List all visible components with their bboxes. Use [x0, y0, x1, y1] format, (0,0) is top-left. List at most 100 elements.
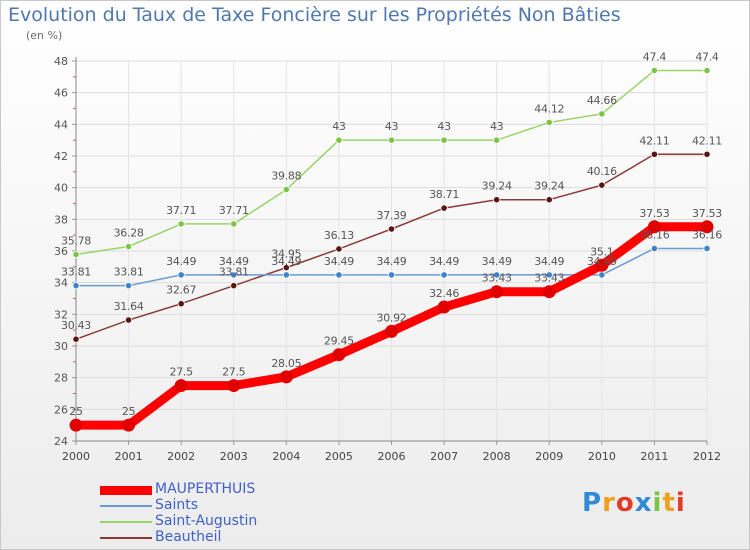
x-tick-label: 2010 [588, 450, 616, 463]
y-tick-label: 38 [54, 213, 68, 226]
data-label-beautheil: 40.16 [587, 165, 617, 178]
data-label-saint-augustin: 43 [332, 120, 346, 133]
data-label-saint-augustin: 44.66 [587, 94, 617, 107]
data-label-saints: 33.81 [61, 266, 91, 279]
line-chart: 24 26 28 30 32 34 36 38 40 42 44 46 48 2000 2001 2002 20… [54, 51, 723, 464]
data-point-mauperthuis [595, 258, 609, 272]
data-point-saints [440, 271, 448, 279]
logo-letter: i [675, 488, 686, 518]
data-label-saint-augustin: 47.4 [695, 51, 719, 64]
x-tick-label: 2004 [272, 450, 300, 463]
data-point-saints [650, 244, 659, 253]
logo-letter: i [652, 488, 663, 518]
data-point-saints [124, 282, 133, 290]
data-point-saint-augustin [335, 136, 343, 144]
data-label-beautheil: 34.95 [271, 248, 301, 261]
data-label-saint-augustin: 44.12 [534, 102, 564, 115]
data-point-saint-augustin [440, 136, 448, 144]
data-point-beautheil [177, 300, 185, 308]
data-label-mauperthuis: 25 [122, 405, 136, 418]
data-point-saints [282, 271, 290, 279]
data-label-saint-augustin: 37.71 [166, 204, 196, 217]
logo-letter: P [582, 488, 603, 518]
data-point-saint-augustin [650, 66, 659, 75]
data-point-saints [545, 271, 553, 279]
logo-letter: x [634, 488, 653, 518]
data-label-saints: 34.49 [587, 255, 617, 268]
chart-title: Evolution du Taux de Taxe Foncière sur l… [8, 4, 621, 26]
data-point-saints [177, 271, 185, 279]
y-tick-label: 26 [54, 403, 68, 416]
y-tick-label: 46 [54, 87, 68, 100]
y-tick-label: 28 [54, 372, 68, 385]
data-label-saints: 34.49 [324, 255, 354, 268]
chart-subtitle: (en %) [26, 29, 63, 42]
y-tick-label: 44 [54, 118, 68, 131]
data-point-mauperthuis [122, 418, 136, 432]
legend-item-mauperthuis: MAUPERTHUIS [100, 481, 360, 498]
data-label-saints: 36.16 [639, 228, 669, 241]
data-point-beautheil [72, 335, 80, 343]
logo-letter: o [615, 488, 635, 518]
data-point-saint-augustin [72, 250, 80, 259]
y-tick-label: 42 [54, 150, 68, 163]
logo-letter: t [662, 488, 676, 518]
data-point-beautheil [230, 282, 238, 290]
legend-swatch-saint-augustin [100, 521, 152, 523]
data-point-mauperthuis [437, 300, 451, 314]
data-label-saint-augustin: 36.28 [114, 227, 144, 240]
data-label-saint-augustin: 43 [385, 120, 399, 133]
data-point-beautheil [493, 196, 501, 204]
data-point-saints [493, 271, 501, 279]
x-tick-label: 2007 [430, 450, 458, 463]
y-tick-label: 40 [54, 182, 68, 195]
data-point-mauperthuis [332, 348, 346, 362]
data-label-beautheil: 32.67 [166, 284, 196, 297]
data-point-beautheil [545, 196, 553, 204]
data-label-mauperthuis: 33.43 [534, 272, 564, 285]
y-tick-label: 34 [54, 277, 68, 290]
data-point-mauperthuis [385, 324, 398, 338]
data-label-saints: 34.49 [219, 255, 249, 268]
data-label-mauperthuis: 27.5 [170, 366, 194, 379]
data-label-saint-augustin: 43 [490, 120, 504, 133]
data-label-saints: 34.49 [377, 255, 407, 268]
data-point-saint-augustin [387, 136, 396, 144]
data-point-saints [703, 244, 711, 253]
data-label-beautheil: 39.24 [534, 180, 564, 193]
x-tick-label: 2000 [62, 450, 90, 463]
data-label-mauperthuis: 32.46 [429, 287, 459, 300]
x-tick-label: 2001 [115, 450, 143, 463]
data-point-mauperthuis [227, 379, 241, 393]
data-label-mauperthuis: 29.45 [324, 335, 354, 348]
data-point-beautheil [282, 264, 290, 272]
y-tick-label: 30 [54, 340, 68, 353]
data-label-beautheil: 42.11 [692, 134, 722, 147]
x-tick-label: 2003 [220, 450, 248, 463]
data-point-beautheil [124, 316, 133, 324]
x-tick-label: 2006 [378, 450, 406, 463]
data-label-saint-augustin: 35.78 [61, 234, 91, 247]
legend-label-beautheil: Beautheil [155, 529, 222, 545]
data-point-beautheil [650, 150, 659, 158]
data-label-beautheil: 30.43 [61, 319, 91, 332]
data-point-saints [230, 271, 238, 279]
data-point-beautheil [440, 204, 448, 212]
legend-label-saints: Saints [155, 497, 199, 513]
logo-letter: r [602, 488, 616, 518]
x-tick-label: 2002 [167, 450, 195, 463]
data-point-beautheil [598, 181, 606, 189]
legend-label-mauperthuis: MAUPERTHUIS [155, 481, 256, 497]
data-label-saints: 34.49 [166, 255, 196, 268]
data-point-mauperthuis [542, 285, 556, 299]
y-tick-label: 32 [54, 308, 68, 321]
data-label-saint-augustin: 43 [437, 120, 451, 133]
data-point-saint-augustin [230, 220, 238, 228]
x-tick-label: 2005 [325, 450, 353, 463]
data-label-mauperthuis: 25 [69, 405, 83, 418]
data-point-saints [72, 282, 80, 290]
data-label-mauperthuis: 37.53 [639, 207, 669, 220]
legend-swatch-mauperthuis [100, 485, 152, 495]
data-point-mauperthuis [700, 220, 714, 234]
data-point-saints [387, 271, 396, 279]
